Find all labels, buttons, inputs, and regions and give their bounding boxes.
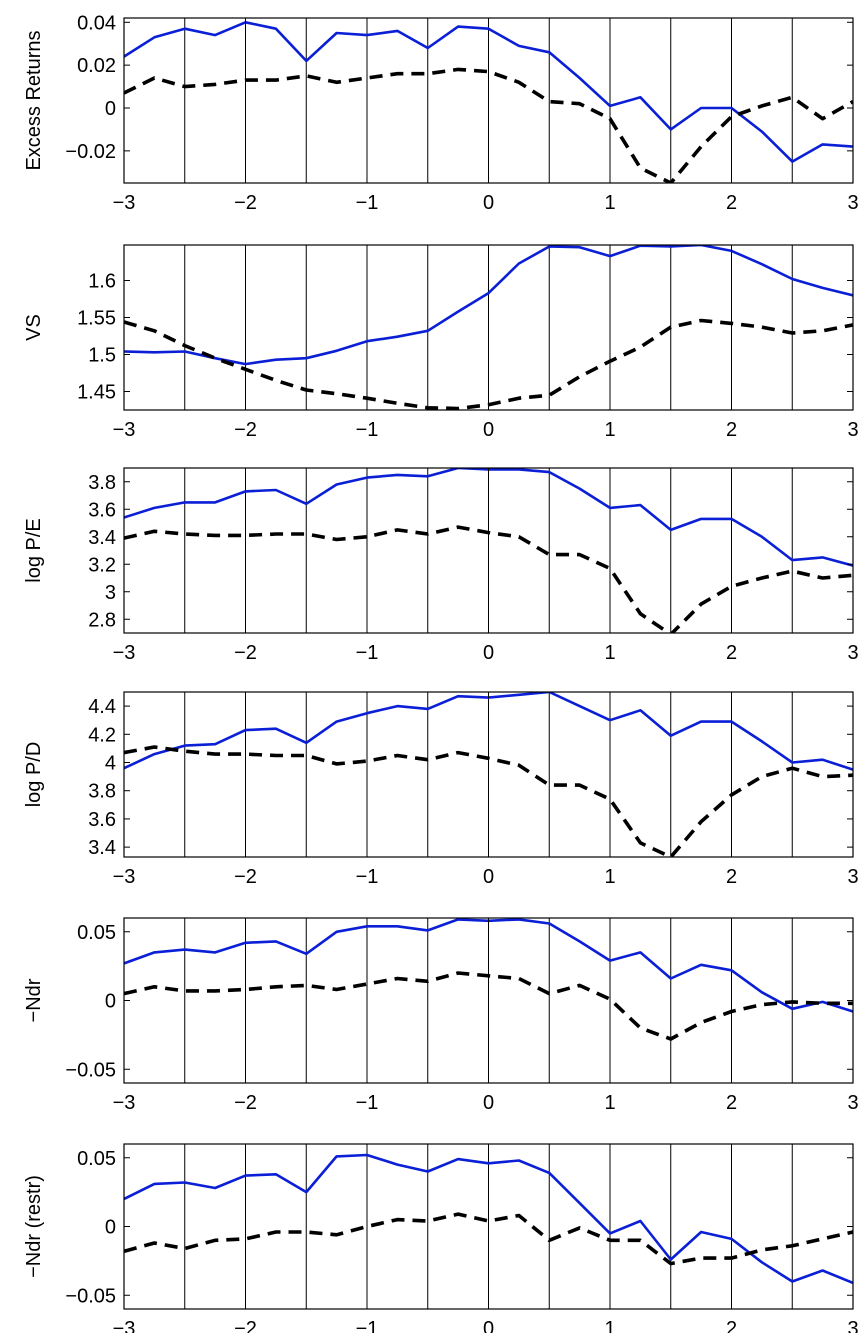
panel-3: −3 −2 −1 0 1 2 3 2.8 3 3.2 3.4 3.6 3.8 log P/E (23, 467, 859, 664)
y-tick-label: 0 (105, 991, 116, 1013)
series-line-dashed (124, 1212, 853, 1266)
x-tick-label: −2 (234, 1092, 257, 1114)
x-tick-label: 2 (726, 192, 737, 214)
x-tick-label: 2 (726, 1092, 737, 1114)
x-tick-label: 1 (604, 866, 615, 888)
y-tick-label: 0.04 (77, 12, 116, 34)
x-tick-label: 3 (847, 1318, 858, 1333)
x-tick-label: −3 (113, 1092, 136, 1114)
y-tick-label: 3.8 (88, 472, 116, 494)
x-tick-label: 2 (726, 419, 737, 441)
y-tick-label: 1.5 (88, 345, 116, 367)
x-tick-label: 0 (483, 1318, 494, 1333)
x-tick-label: 0 (483, 866, 494, 888)
x-tick-label: 1 (604, 192, 615, 214)
y-axis-label: −Ndr (23, 978, 45, 1022)
series-line-dashed (124, 525, 853, 633)
panel-6: −3 −2 −1 0 1 2 3 −0.05 0 0.05 −Ndr (restr) (23, 1143, 859, 1333)
x-tick-label: 1 (604, 1092, 615, 1114)
x-tick-label: −3 (113, 642, 136, 664)
y-tick-label: 0.02 (77, 55, 116, 77)
x-tick-label: 2 (726, 642, 737, 664)
series-line-dashed (124, 971, 853, 1041)
y-tick-label: 3.8 (88, 781, 116, 803)
x-tick-label: 3 (847, 642, 858, 664)
x-tick-label: −1 (356, 192, 379, 214)
series-line-dashed (124, 745, 853, 857)
x-tick-label: −1 (356, 419, 379, 441)
x-tick-label: −2 (234, 1318, 257, 1333)
x-tick-label: 3 (847, 419, 858, 441)
y-tick-label: −0.05 (65, 1285, 116, 1307)
y-tick-label: 0.05 (77, 922, 116, 944)
y-axis-label: log P/E (23, 518, 45, 582)
x-tick-label: 3 (847, 866, 858, 888)
series-line-dashed (124, 67, 853, 183)
y-tick-label: 3 (105, 582, 116, 604)
x-tick-label: 3 (847, 1092, 858, 1114)
x-tick-label: −2 (234, 419, 257, 441)
x-tick-label: −1 (356, 642, 379, 664)
y-axis-label: Excess Returns (23, 30, 45, 170)
series-line-solid (124, 1153, 853, 1285)
y-tick-label: 4.4 (88, 696, 116, 718)
x-tick-label: 0 (483, 192, 494, 214)
panel-4: −3 −2 −1 0 1 2 3 3.4 3.6 3.8 4 4.2 4.4 log P/D (23, 691, 859, 888)
x-tick-label: −3 (113, 419, 136, 441)
x-tick-label: −3 (113, 192, 136, 214)
x-tick-label: −2 (234, 642, 257, 664)
x-tick-label: −2 (234, 866, 257, 888)
y-tick-label: −0.02 (65, 141, 116, 163)
panel-5: −3 −2 −1 0 1 2 3 −0.05 0 0.05 −Ndr (23, 917, 859, 1114)
x-tick-label: −1 (356, 1092, 379, 1114)
x-tick-label: 1 (604, 1318, 615, 1333)
x-tick-label: 2 (726, 866, 737, 888)
y-tick-label: 1.45 (77, 382, 116, 404)
x-tick-label: 0 (483, 642, 494, 664)
y-axis-label: VS (23, 314, 45, 341)
x-tick-label: −2 (234, 192, 257, 214)
y-tick-label: 1.6 (88, 271, 116, 293)
y-tick-label: 3.6 (88, 499, 116, 521)
y-axis-label: −Ndr (restr) (23, 1175, 45, 1278)
y-tick-label: 3.4 (88, 527, 116, 549)
x-tick-label: 1 (604, 419, 615, 441)
x-tick-label: −1 (356, 866, 379, 888)
x-tick-label: −3 (113, 1318, 136, 1333)
y-tick-label: 0 (105, 98, 116, 120)
y-tick-label: 0.05 (77, 1148, 116, 1170)
x-tick-label: −1 (356, 1318, 379, 1333)
y-tick-label: 2.8 (88, 609, 116, 631)
y-tick-label: 3.2 (88, 554, 116, 576)
y-tick-label: 3.4 (88, 837, 116, 859)
x-tick-label: 3 (847, 192, 858, 214)
y-axis-label: log P/D (23, 742, 45, 808)
y-tick-label: 4 (105, 753, 116, 775)
y-tick-label: 0 (105, 1217, 116, 1239)
y-tick-label: 1.55 (77, 308, 116, 330)
panel-1: −3 −2 −1 0 1 2 3 −0.02 0 0.02 0.04 Excess Returns (23, 12, 859, 214)
x-tick-label: 1 (604, 642, 615, 664)
x-tick-label: 2 (726, 1318, 737, 1333)
y-tick-label: 4.2 (88, 724, 116, 746)
x-tick-label: 0 (483, 419, 494, 441)
x-tick-label: −3 (113, 866, 136, 888)
y-tick-label: −0.05 (65, 1059, 116, 1081)
x-tick-label: 0 (483, 1092, 494, 1114)
y-tick-label: 3.6 (88, 809, 116, 831)
panel-2: −3 −2 −1 0 1 2 3 1.45 1.5 1.55 1.6 VS (23, 244, 859, 441)
